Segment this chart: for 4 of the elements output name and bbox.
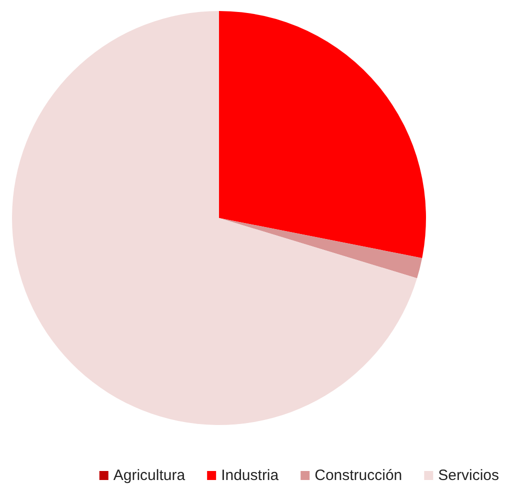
legend-label: Agricultura <box>113 467 186 484</box>
legend-label: Servicios <box>438 467 500 484</box>
legend-label: Industria <box>221 467 280 484</box>
legend-label: Construcción <box>314 467 402 484</box>
